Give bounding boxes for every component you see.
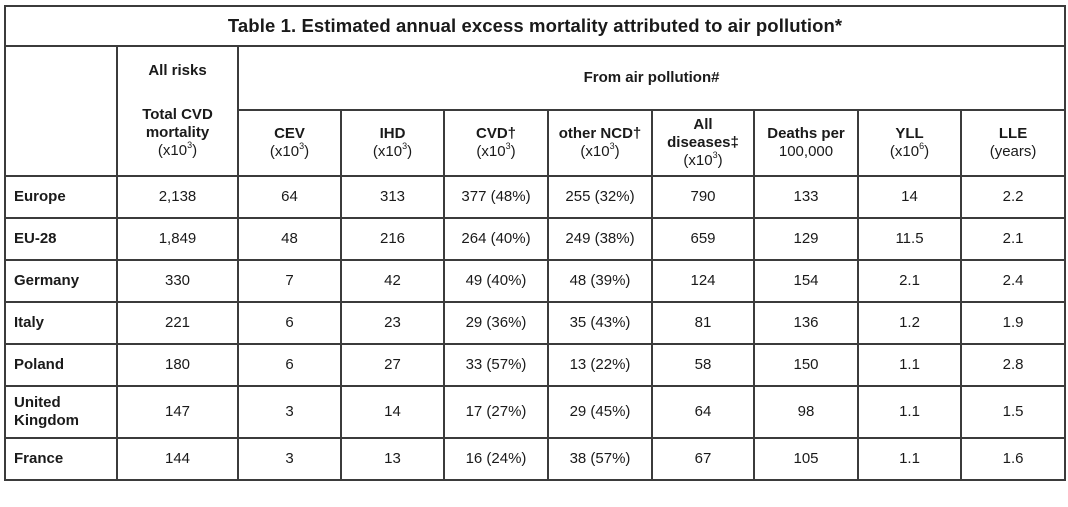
from-air-pollution-header: From air pollution# <box>236 45 1067 111</box>
table-cell: 1,849 <box>116 217 239 261</box>
table-row: Europe 2,138 64 313 377 (48%) 255 (32%) … <box>4 175 1067 219</box>
table-row: Italy 221 6 23 29 (36%) 35 (43%) 81 136 … <box>4 301 1067 345</box>
table-cell: 255 (32%) <box>547 175 653 219</box>
table-cell: 33 (57%) <box>443 343 549 387</box>
table-cell: 2.1 <box>857 259 962 303</box>
col-header-ihd: IHD (x103) <box>340 109 445 177</box>
table-row: EU-28 1,849 48 216 264 (40%) 249 (38%) 6… <box>4 217 1067 261</box>
table-cell: 1.1 <box>857 385 962 439</box>
table-cell: 264 (40%) <box>443 217 549 261</box>
table-cell: 377 (48%) <box>443 175 549 219</box>
all-risks-label: All risks <box>148 62 207 79</box>
table-cell: 6 <box>237 301 342 345</box>
mortality-table: Table 1. Estimated annual excess mortali… <box>3 5 1067 481</box>
table-cell: 2,138 <box>116 175 239 219</box>
row-label: United Kingdom <box>4 385 118 439</box>
table-cell: 49 (40%) <box>443 259 549 303</box>
table-cell: 790 <box>651 175 755 219</box>
table-cell: 64 <box>651 385 755 439</box>
col-header-cev: CEV (x103) <box>237 109 342 177</box>
col-header-lle: LLE (years) <box>959 109 1067 177</box>
table-cell: 7 <box>237 259 342 303</box>
row-label: Poland <box>4 343 118 387</box>
table-cell: 67 <box>651 437 755 481</box>
table-cell: 659 <box>651 217 755 261</box>
table-cell: 6 <box>237 343 342 387</box>
table-cell: 2.2 <box>959 175 1067 219</box>
table-row: Germany 330 7 42 49 (40%) 48 (39%) 124 1… <box>4 259 1067 303</box>
table-cell: 38 (57%) <box>547 437 653 481</box>
table-cell: 17 (27%) <box>443 385 549 439</box>
col-header-yll: YLL (x106) <box>857 109 962 177</box>
table-cell: 1.1 <box>857 437 962 481</box>
table-cell: 180 <box>116 343 239 387</box>
table-cell: 1.9 <box>959 301 1067 345</box>
table-cell: 154 <box>753 259 859 303</box>
table-cell: 13 (22%) <box>547 343 653 387</box>
table-cell: 27 <box>340 343 445 387</box>
table-cell: 35 (43%) <box>547 301 653 345</box>
table-cell: 3 <box>237 437 342 481</box>
table-cell: 150 <box>753 343 859 387</box>
table-cell: 81 <box>651 301 755 345</box>
table-cell: 13 <box>340 437 445 481</box>
table-cell: 48 <box>237 217 342 261</box>
table-cell: 1.2 <box>857 301 962 345</box>
table-cell: 2.1 <box>959 217 1067 261</box>
row-label: EU-28 <box>4 217 118 261</box>
table-cell: 58 <box>651 343 755 387</box>
table-cell: 98 <box>753 385 859 439</box>
table-cell: 16 (24%) <box>443 437 549 481</box>
table-row: United Kingdom 147 3 14 17 (27%) 29 (45%… <box>4 385 1067 439</box>
row-label: Italy <box>4 301 118 345</box>
row-label: Germany <box>4 259 118 303</box>
table-cell: 48 (39%) <box>547 259 653 303</box>
row-label: France <box>4 437 118 481</box>
col-header-deaths-per-100000: Deaths per 100,000 <box>753 109 859 177</box>
row-label: Europe <box>4 175 118 219</box>
table-cell: 313 <box>340 175 445 219</box>
total-cvd-header: All risks Total CVD mortality (x103) <box>116 45 239 177</box>
table-cell: 14 <box>340 385 445 439</box>
table-cell: 221 <box>116 301 239 345</box>
col-header-other-ncd: other NCD† (x103) <box>547 109 653 177</box>
table-cell: 136 <box>753 301 859 345</box>
table-cell: 1.5 <box>959 385 1067 439</box>
table-container: Table 1. Estimated annual excess mortali… <box>3 5 1067 499</box>
table-cell: 144 <box>116 437 239 481</box>
table-cell: 3 <box>237 385 342 439</box>
table-title: Table 1. Estimated annual excess mortali… <box>3 5 1067 47</box>
empty-corner-cell <box>4 45 118 177</box>
table-cell: 2.8 <box>959 343 1067 387</box>
total-cvd-line1: Total CVD <box>142 106 213 123</box>
table-cell: 124 <box>651 259 755 303</box>
table-cell: 129 <box>753 217 859 261</box>
col-header-all-diseases: All diseases‡ (x103) <box>651 109 755 177</box>
table-cell: 11.5 <box>857 217 962 261</box>
table-cell: 14 <box>857 175 962 219</box>
table-cell: 23 <box>340 301 445 345</box>
table-cell: 133 <box>753 175 859 219</box>
table-cell: 249 (38%) <box>547 217 653 261</box>
table-cell: 42 <box>340 259 445 303</box>
table-cell: 147 <box>116 385 239 439</box>
table-cell: 29 (36%) <box>443 301 549 345</box>
table-cell: 2.4 <box>959 259 1067 303</box>
total-cvd-unit: (x103) <box>157 140 198 160</box>
table-row: France 144 3 13 16 (24%) 38 (57%) 67 105… <box>4 437 1067 481</box>
table-cell: 1.1 <box>857 343 962 387</box>
table-cell: 216 <box>340 217 445 261</box>
table-cell: 64 <box>237 175 342 219</box>
table-cell: 29 (45%) <box>547 385 653 439</box>
col-header-cvd: CVD† (x103) <box>443 109 549 177</box>
table-cell: 105 <box>753 437 859 481</box>
total-cvd-line2: mortality <box>145 124 210 141</box>
table-cell: 330 <box>116 259 239 303</box>
table-cell: 1.6 <box>959 437 1067 481</box>
table-row: Poland 180 6 27 33 (57%) 13 (22%) 58 150… <box>4 343 1067 387</box>
